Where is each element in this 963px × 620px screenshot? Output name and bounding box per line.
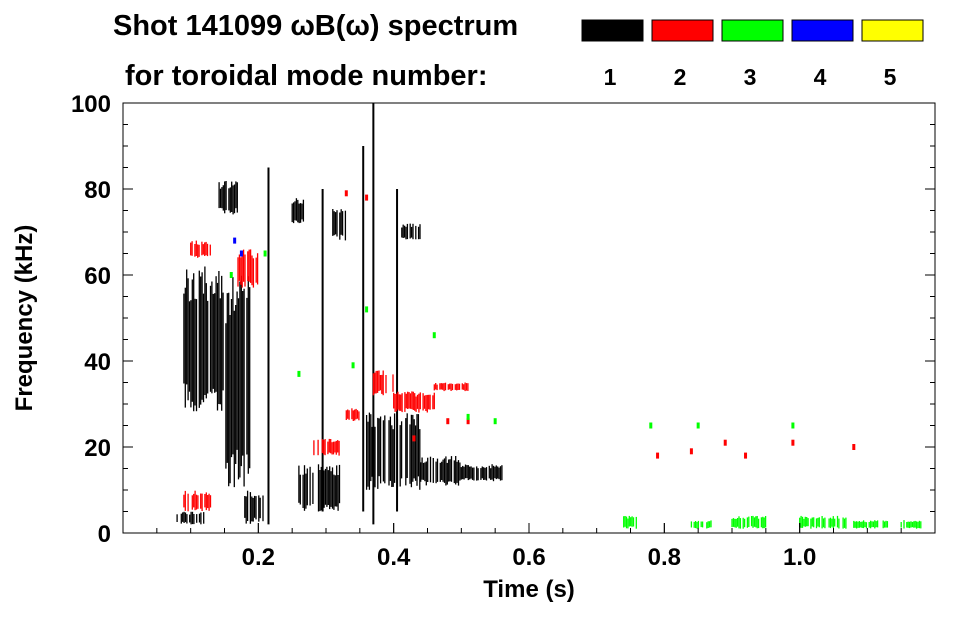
plot-frame <box>122 102 936 534</box>
series-3-point-5 <box>466 413 470 420</box>
series-3 <box>229 250 922 529</box>
series-2-point-1 <box>365 194 369 201</box>
y-tick-label: 60 <box>84 263 111 290</box>
spectrum-marks <box>176 103 922 529</box>
series-1-region-4 <box>291 198 305 224</box>
chart-title: Shot 141099 ωB(ω) spectrum <box>113 10 518 42</box>
legend-label-2: 2 <box>674 64 687 90</box>
series-4-point-1 <box>239 250 243 257</box>
series-4-point-0 <box>233 237 237 244</box>
series-1-region-10 <box>401 223 421 240</box>
series-2-point-10 <box>852 444 856 450</box>
tick-labels: 0.2 0.4 0.6 0.8 1.0 0 20 40 60 80 100 <box>71 91 816 571</box>
series-3-point-3 <box>432 332 436 339</box>
legend-label-3: 3 <box>744 64 757 90</box>
series-3-region-4 <box>853 520 889 529</box>
series-1 <box>176 103 503 525</box>
series-2-point-6 <box>689 448 693 455</box>
series-2-region-3 <box>393 391 435 413</box>
legend-label-1: 1 <box>604 64 617 90</box>
series-1-region-3 <box>244 490 264 524</box>
series-1-region-1 <box>225 275 251 488</box>
series-2-point-7 <box>723 439 727 446</box>
series-3-point-1 <box>297 370 301 377</box>
series-2-point-4 <box>412 435 416 442</box>
series-1-region-5 <box>298 464 341 512</box>
series-3-region-2 <box>731 515 767 529</box>
series-1-region-6 <box>332 209 347 241</box>
y-tick-label: 20 <box>84 435 111 462</box>
series-3-point-6 <box>493 418 497 425</box>
legend-swatch-4 <box>791 19 854 42</box>
series-3-point-7 <box>696 422 700 429</box>
x-tick-label: 0.8 <box>648 544 681 571</box>
series-2-point-3 <box>466 418 470 425</box>
y-tick-label: 40 <box>84 349 111 376</box>
y-axis-label: Frequency (kHz) <box>11 225 38 412</box>
series-3-region-0 <box>623 515 637 529</box>
y-tick-label: 80 <box>84 177 111 204</box>
series-3-region-5 <box>900 520 922 529</box>
series-1-region-2 <box>218 181 238 215</box>
series-2-region-7 <box>183 490 212 512</box>
series-2-region-2 <box>372 370 394 396</box>
series-2-region-6 <box>313 438 340 456</box>
series-2-region-1 <box>237 249 259 288</box>
x-tick-label: 0.2 <box>242 544 275 571</box>
series-1-region-11 <box>176 511 205 525</box>
series-1-region-9 <box>460 464 503 482</box>
series-3-point-10 <box>229 272 233 278</box>
series-1-region-0 <box>183 266 224 412</box>
series-3-point-9 <box>649 422 653 429</box>
series-2-region-4 <box>433 382 469 392</box>
series-2-point-8 <box>744 452 748 459</box>
series-2 <box>183 190 856 512</box>
y-tick-label: 100 <box>71 91 111 118</box>
series-3-region-1 <box>690 520 712 529</box>
chart-subtitle: for toroidal mode number: <box>125 60 488 92</box>
legend-swatch-2 <box>651 19 714 42</box>
series-2-region-5 <box>345 408 360 421</box>
series-2-point-2 <box>446 418 450 425</box>
legend-swatch-5 <box>861 19 924 42</box>
axis-ticks <box>123 102 935 534</box>
series-2-point-5 <box>656 452 660 459</box>
y-tick-label: 0 <box>98 521 111 548</box>
series-2-region-0 <box>190 240 211 258</box>
x-tick-label: 0.6 <box>512 544 545 571</box>
series-3-point-0 <box>263 250 267 257</box>
series-1-region-7 <box>365 412 421 490</box>
series-3-point-2 <box>351 362 355 369</box>
series-2-point-9 <box>791 439 795 446</box>
legend-swatch-3 <box>721 19 784 42</box>
series-1-region-8 <box>420 456 461 486</box>
x-axis-label: Time (s) <box>483 576 575 603</box>
series-3-point-4 <box>365 306 369 313</box>
x-tick-label: 0.4 <box>377 544 411 571</box>
series-3-region-3 <box>799 515 847 529</box>
legend-swatch-1 <box>581 19 644 42</box>
x-tick-label: 1.0 <box>783 544 816 571</box>
series-4 <box>233 237 243 257</box>
legend-label-5: 5 <box>884 64 897 90</box>
legend: 1 2 3 4 5 <box>581 19 924 90</box>
series-3-point-8 <box>791 422 795 429</box>
legend-label-4: 4 <box>814 64 827 90</box>
series-2-point-0 <box>344 190 348 197</box>
